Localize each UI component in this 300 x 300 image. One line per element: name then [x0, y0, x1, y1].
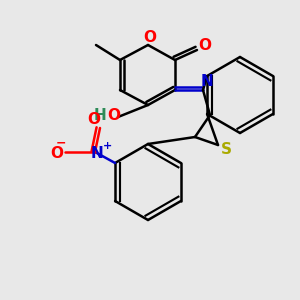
- Text: O: O: [88, 112, 100, 128]
- Text: O: O: [107, 107, 121, 122]
- Text: O: O: [50, 146, 64, 160]
- Text: N: N: [201, 74, 213, 89]
- Text: O: O: [199, 38, 212, 52]
- Text: +: +: [102, 141, 112, 151]
- Text: S: S: [220, 142, 232, 158]
- Text: −: −: [56, 136, 66, 149]
- Text: H: H: [94, 107, 106, 122]
- Text: O: O: [143, 29, 157, 44]
- Text: N: N: [91, 146, 103, 161]
